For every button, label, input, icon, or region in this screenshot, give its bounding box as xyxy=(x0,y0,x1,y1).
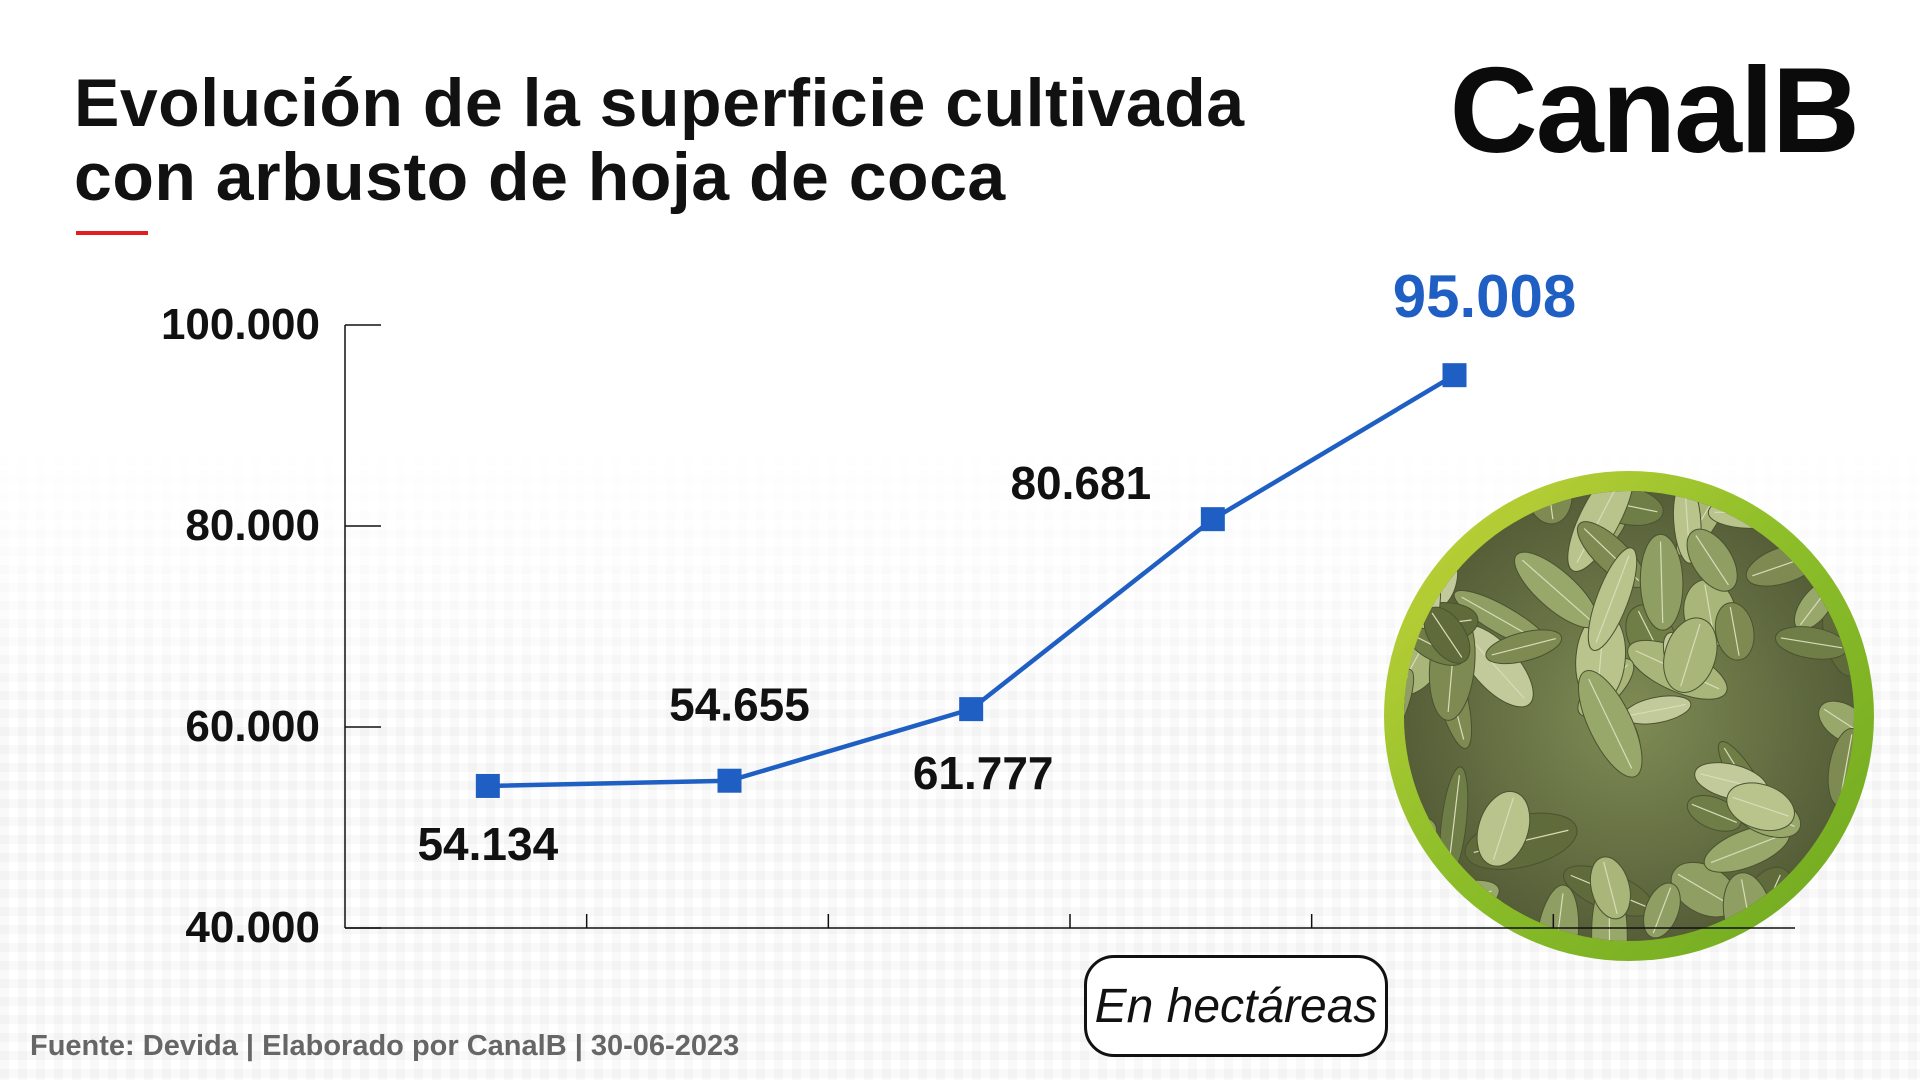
y-tick-label: 80.000 xyxy=(185,501,320,550)
leaf-vein xyxy=(1823,708,1854,737)
leaf-vein xyxy=(1691,803,1738,823)
unit-label: En hectáreas xyxy=(1094,979,1378,1033)
chart-title-line-1: Evolución de la superficie cultivada xyxy=(74,65,1245,141)
leaf-shape xyxy=(1404,668,1415,752)
source-note: Fuente: Devida | Elaborado por CanalB | … xyxy=(30,1030,740,1062)
data-point xyxy=(1200,507,1225,532)
y-tick-label: 100.000 xyxy=(161,300,320,349)
leaf-vein xyxy=(1595,555,1630,643)
leaf-vein xyxy=(1710,834,1783,864)
data-label: 54.134 xyxy=(417,818,558,870)
coca-leaves-photo-frame xyxy=(1384,471,1874,961)
data-label-highlight: 95.008 xyxy=(1393,263,1577,330)
data-label: 54.655 xyxy=(669,679,810,731)
unit-label-box: En hectáreas xyxy=(1084,955,1388,1057)
leaf-vein xyxy=(1729,607,1740,656)
leaf-vein xyxy=(1628,703,1686,717)
chart-title-line-2: con arbusto de hoja de coca xyxy=(74,139,1006,215)
leaf-vein xyxy=(1680,624,1701,687)
leaf-vein xyxy=(1492,797,1515,861)
leaf-vein xyxy=(1677,873,1731,906)
leaf-vein xyxy=(1491,637,1556,656)
data-point xyxy=(717,768,742,793)
leaf-vein xyxy=(1732,796,1789,817)
data-labels: 54.134 54.655 61.777 80.681 95.008 xyxy=(417,263,1576,870)
title-accent-line xyxy=(76,231,148,235)
chart-series xyxy=(475,363,1467,798)
leaf-vein xyxy=(1588,678,1633,769)
data-point xyxy=(475,773,500,798)
y-tick-label: 40.000 xyxy=(185,903,320,952)
data-label: 61.777 xyxy=(913,747,1054,799)
y-tick-label: 60.000 xyxy=(185,702,320,751)
data-point xyxy=(1442,363,1467,388)
leaf-vein xyxy=(1431,612,1463,658)
leaf-vein xyxy=(1522,559,1591,621)
leaf-vein xyxy=(1652,887,1672,934)
leaf-vein xyxy=(1695,535,1729,586)
series-line xyxy=(487,373,1456,789)
data-point xyxy=(959,697,984,722)
leaf-vein xyxy=(1659,541,1664,623)
leaf-vein xyxy=(1603,861,1618,915)
y-axis-ticks: 40.000 60.000 80.000 100.000 xyxy=(161,300,381,952)
brand-logo: CanalB xyxy=(1449,42,1860,178)
leaf-vein xyxy=(1465,633,1525,699)
leaf-vein xyxy=(1780,637,1843,649)
chart-title: Evolución de la superficie cultivada con… xyxy=(74,66,1374,214)
data-label: 80.681 xyxy=(1010,457,1151,509)
chart-axes xyxy=(344,325,1795,929)
